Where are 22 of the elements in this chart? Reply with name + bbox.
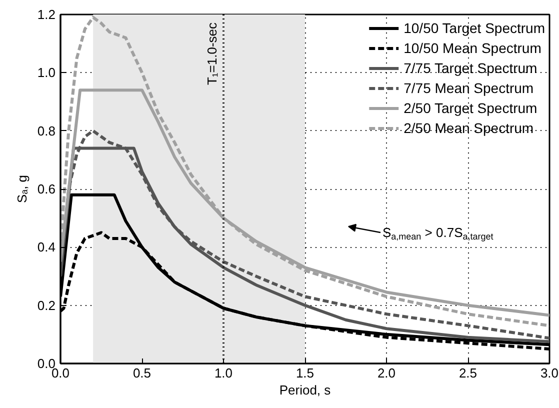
x-tick-label: 2.0 [377,366,396,380]
y-tick-label: 0.2 [37,298,56,313]
y-axis-title: Sₐ, g [14,175,30,203]
legend-label: 10/50 Target Spectrum [404,20,545,36]
legend-label: 10/50 Mean Spectrum [404,40,542,56]
x-tick-label: 0.5 [132,366,152,380]
y-tick-label: 1.0 [37,65,56,80]
x-axis-title: Period, s [279,382,332,398]
legend-label: 2/50 Target Spectrum [404,100,538,116]
y-tick-label: 0.4 [37,240,56,255]
x-tick-label: 2.5 [458,366,478,380]
x-tick-label: 1.5 [296,366,314,380]
x-tick-label: 3.0 [540,366,559,380]
ref-line-label: T₁=1.0-sec [204,22,220,86]
legend-label: 7/75 Mean Spectrum [404,80,534,96]
y-tick-label: 0.6 [37,182,56,196]
y-tick-label: 0.8 [37,123,56,138]
x-tick-label: 1.0 [214,366,233,380]
legend-label: 7/75 Target Spectrum [404,60,538,76]
legend-label: 2/50 Mean Spectrum [404,120,534,136]
line-series [60,16,550,328]
y-tick-label: 1.2 [37,7,56,22]
